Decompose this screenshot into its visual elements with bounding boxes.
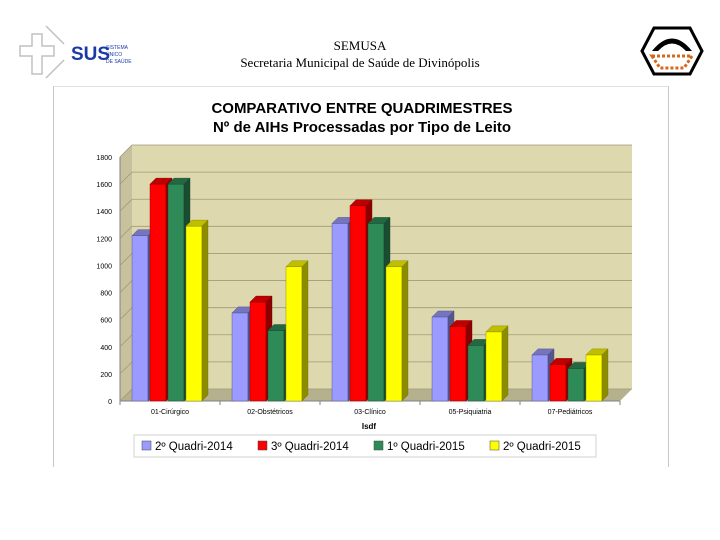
chart-title-line2: Nº de AIHs Processadas por Tipo de Leito xyxy=(213,119,511,136)
bar-front xyxy=(167,183,185,402)
gridline xyxy=(119,198,632,212)
bar-front xyxy=(349,205,367,402)
bar-side xyxy=(401,260,409,402)
legend-label: 1º Quadri-2015 xyxy=(387,441,465,453)
bar-front xyxy=(285,266,303,402)
x-axis-label: Isdf xyxy=(362,422,377,431)
bar xyxy=(431,310,455,402)
org-name: SEMUSA xyxy=(333,38,387,53)
legend-swatch xyxy=(141,440,152,451)
chart-frame: 0 200 400 600 800 1000 1200 1400 1600 1800 01-Cir… xyxy=(53,86,669,467)
gridline xyxy=(119,225,632,239)
bars xyxy=(131,177,609,402)
y-tick-label: 1000 xyxy=(96,263,112,270)
legend-box xyxy=(133,434,597,458)
x-tick-label: 03-Clínico xyxy=(354,409,386,416)
bar-side xyxy=(301,260,309,402)
y-tick-label: 1600 xyxy=(96,182,112,189)
plot-side-wall xyxy=(120,145,132,401)
bar-front xyxy=(149,183,167,402)
bar-front xyxy=(467,345,485,402)
sus-logo-small-1: SISTEMA xyxy=(106,45,129,51)
bar-front xyxy=(231,312,249,402)
bar xyxy=(485,325,509,402)
legend-label: 2º Quadri-2015 xyxy=(503,441,581,453)
sus-logo-small-2: ÚNICO xyxy=(106,51,122,58)
gridline xyxy=(119,144,632,158)
legend-swatch xyxy=(373,440,384,451)
bar-front xyxy=(585,354,603,402)
y-axis-ticks: 0 200 400 600 800 1000 1200 1400 1600 1800 xyxy=(96,155,112,406)
bar-side xyxy=(501,325,509,402)
sus-logo-text: SUS xyxy=(71,44,110,65)
bar-front xyxy=(549,364,567,402)
y-tick-label: 1800 xyxy=(96,155,112,162)
bar-chart: 0 200 400 600 800 1000 1200 1400 1600 1800 01-Cir… xyxy=(96,100,632,458)
bar-front xyxy=(131,235,149,402)
bar-front xyxy=(249,301,267,402)
bar xyxy=(385,260,409,402)
org-subtitle: Secretaria Municipal de Saúde de Divinóp… xyxy=(240,55,480,70)
sus-logo-small-3: DE SAÚDE xyxy=(106,58,132,65)
y-tick-label: 600 xyxy=(100,318,112,325)
bar-front xyxy=(531,354,549,402)
y-tick-label: 400 xyxy=(100,345,112,352)
bar-front xyxy=(367,223,385,402)
municipal-emblem xyxy=(640,26,704,76)
y-tick-label: 1200 xyxy=(96,236,112,243)
legend-label: 3º Quadri-2014 xyxy=(271,441,349,453)
bar-front xyxy=(385,266,403,402)
x-tick-label: 07-Pediátricos xyxy=(548,409,593,416)
legend-label: 2º Quadri-2014 xyxy=(155,441,233,453)
bar xyxy=(185,219,209,402)
bar-front xyxy=(431,316,449,402)
bar-front xyxy=(485,331,503,402)
legend: 2º Quadri-2014 3º Quadri-2014 1º Quadri-20… xyxy=(133,434,597,458)
chart-title-line1: COMPARATIVO ENTRE QUADRIMESTRES xyxy=(211,100,512,117)
x-axis-ticks: 01-Cirúrgico 02-Obstétricos 03-Clínico 05-P… xyxy=(119,401,621,416)
bar-front xyxy=(449,326,467,402)
y-tick-label: 800 xyxy=(100,291,112,298)
gridline xyxy=(119,171,632,185)
bar-front xyxy=(331,223,349,402)
legend-swatch xyxy=(257,440,268,451)
y-tick-label: 1400 xyxy=(96,209,112,216)
bar-front xyxy=(267,330,285,402)
x-tick-label: 01-Cirúrgico xyxy=(151,409,189,416)
bar-side xyxy=(601,348,609,402)
bar xyxy=(585,348,609,402)
y-tick-label: 0 xyxy=(108,399,112,406)
legend-swatch xyxy=(489,440,500,451)
bar-side xyxy=(201,219,209,402)
y-tick-label: 200 xyxy=(100,372,112,379)
bar-front xyxy=(567,368,585,402)
bar xyxy=(285,260,309,402)
x-tick-label: 02-Obstétricos xyxy=(247,409,293,416)
sus-logo: SUS SISTEMA ÚNICO DE SAÚDE xyxy=(19,25,132,79)
x-tick-label: 05-Psiquiatria xyxy=(449,409,492,416)
bar-front xyxy=(185,225,203,402)
